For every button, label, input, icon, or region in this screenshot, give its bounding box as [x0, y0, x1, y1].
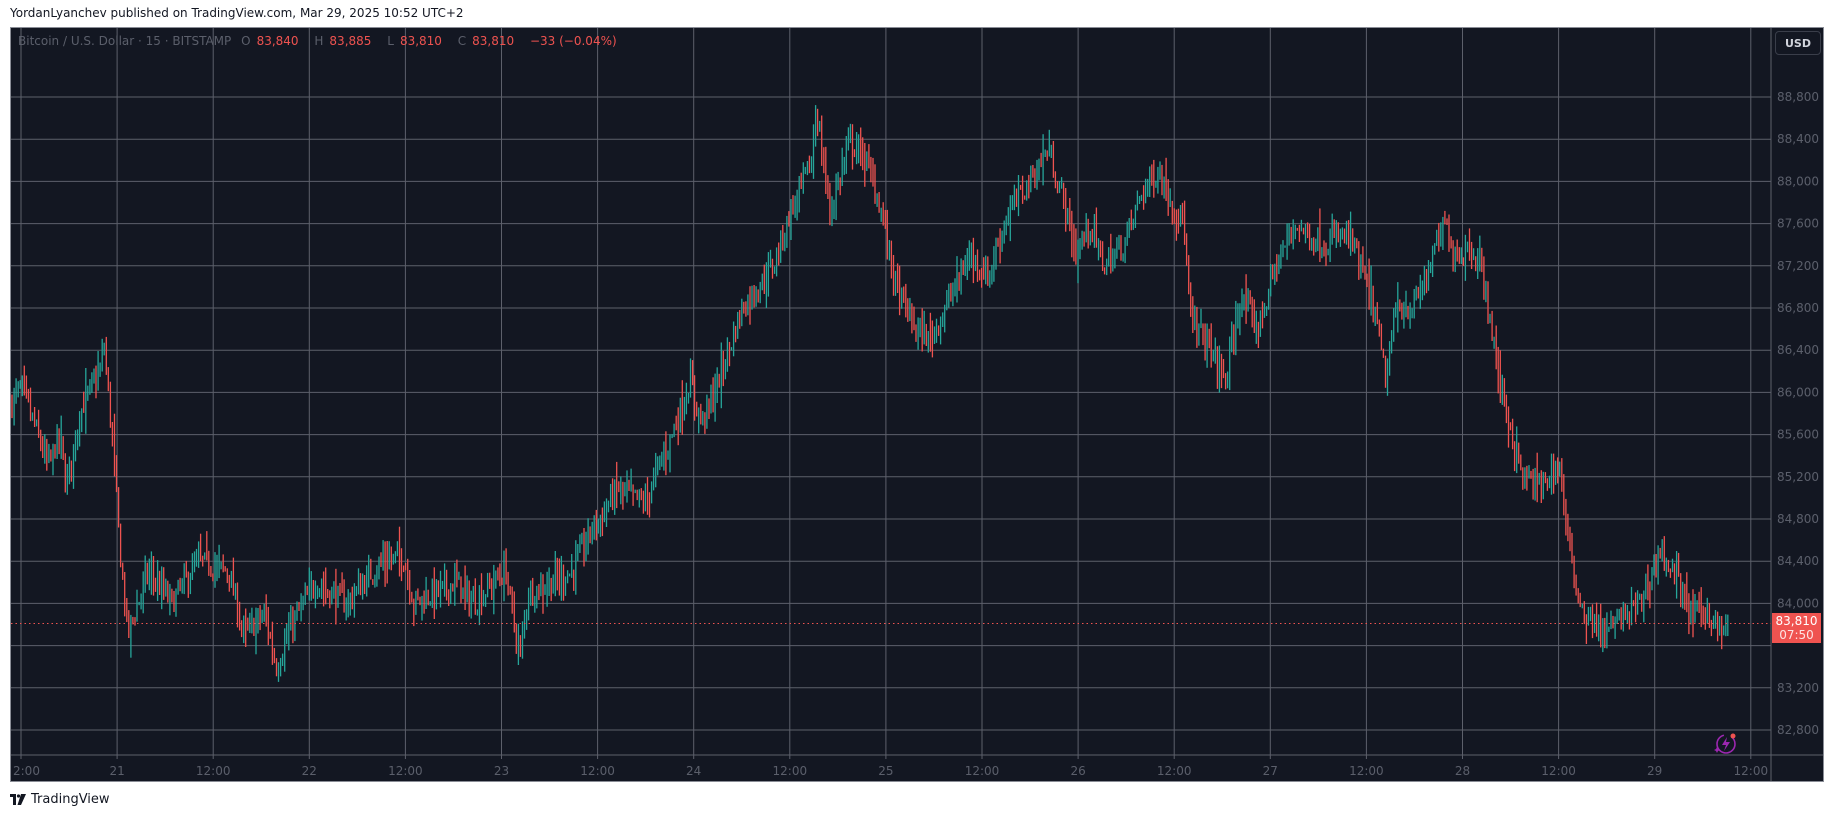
x-tick-label: 12:00 — [1157, 764, 1192, 778]
y-tick-label: 84,800 — [1777, 512, 1819, 526]
x-tick-label: 23 — [494, 764, 509, 778]
y-tick-label: 88,000 — [1777, 174, 1819, 188]
x-tick-label: 21 — [109, 764, 124, 778]
y-tick-label: 82,800 — [1777, 723, 1819, 737]
y-tick-label: 86,800 — [1777, 301, 1819, 315]
x-tick-label: 24 — [686, 764, 701, 778]
x-tick-label: 28 — [1455, 764, 1470, 778]
tradingview-logo[interactable]: TradingView — [10, 792, 110, 807]
x-tick-label: 12:00 — [1734, 764, 1769, 778]
x-tick-label: 22 — [302, 764, 317, 778]
x-tick-label: 12:00 — [773, 764, 808, 778]
y-tick-label: 85,200 — [1777, 470, 1819, 484]
y-tick-label: 83,200 — [1777, 681, 1819, 695]
bar-countdown: 07:50 — [1779, 628, 1814, 643]
symbol-title[interactable]: Bitcoin / U.S. Dollar · 15 · BITSTAMP — [18, 34, 232, 48]
ohlc-high: H 83,885 — [314, 34, 372, 48]
x-tick-label: 12:00 — [1541, 764, 1576, 778]
x-tick-label: 12:00 — [965, 764, 1000, 778]
last-price-label: 83,810 07:50 — [1772, 613, 1821, 644]
last-price-value: 83,810 — [1775, 614, 1818, 629]
x-tick-label: 12:00 — [580, 764, 615, 778]
x-tick-label: 12:00 — [1349, 764, 1384, 778]
ohlc-close: C 83,810 — [457, 34, 515, 48]
y-tick-label: 87,600 — [1777, 217, 1819, 231]
y-tick-label: 84,400 — [1777, 554, 1819, 568]
ohlc-bars — [11, 105, 1729, 682]
lightning-icon[interactable] — [1712, 731, 1738, 757]
publish-attribution: YordanLyanchev published on TradingView.… — [10, 6, 464, 20]
ohlc-low: L 83,810 — [387, 34, 442, 48]
currency-button[interactable]: USD — [1775, 31, 1821, 55]
y-tick-label: 84,000 — [1777, 596, 1819, 610]
y-tick-label: 87,200 — [1777, 259, 1819, 273]
y-tick-label: 88,400 — [1777, 132, 1819, 146]
y-tick-label: 88,800 — [1777, 90, 1819, 104]
price-change: −33 (−0.04%) — [529, 34, 617, 48]
x-tick-label: 2:00 — [13, 764, 40, 778]
brand-name: TradingView — [31, 792, 110, 807]
x-tick-label: 12:00 — [388, 764, 423, 778]
x-tick-label: 29 — [1647, 764, 1662, 778]
ohlc-open: O 83,840 — [241, 34, 299, 48]
x-tick-label: 12:00 — [196, 764, 231, 778]
x-tick-label: 26 — [1070, 764, 1085, 778]
y-tick-label: 85,600 — [1777, 428, 1819, 442]
x-tick-label: 27 — [1263, 764, 1278, 778]
y-tick-label: 86,000 — [1777, 385, 1819, 399]
chart-frame[interactable] — [10, 27, 1824, 782]
x-tick-label: 25 — [878, 764, 893, 778]
tradingview-logo-icon — [10, 794, 26, 805]
y-tick-label: 86,400 — [1777, 343, 1819, 357]
